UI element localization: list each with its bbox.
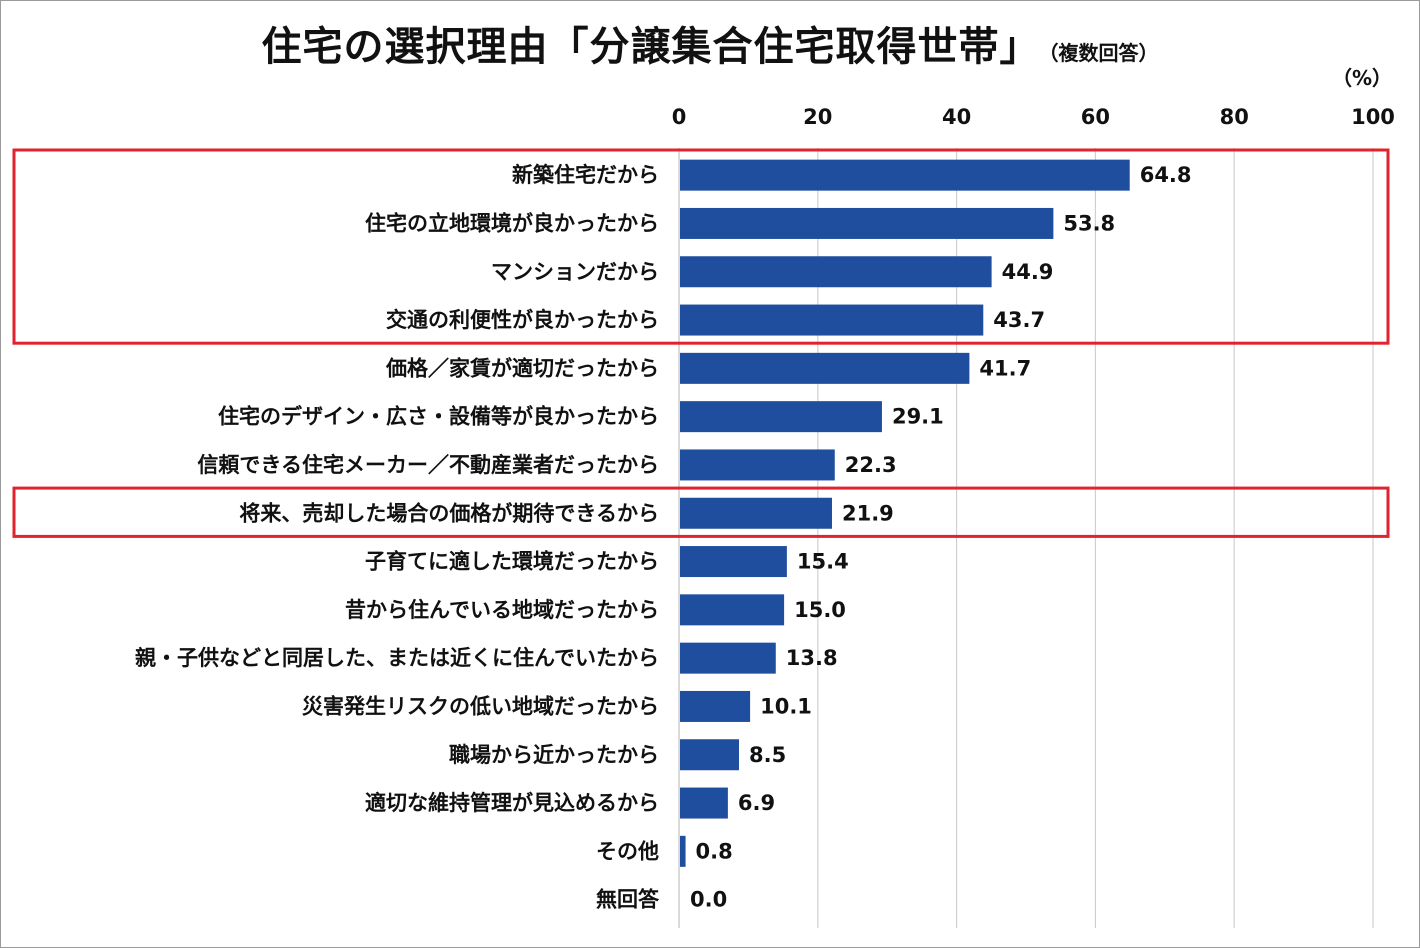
category-label: 災害発生リスクの低い地域だったから	[302, 694, 659, 718]
category-label: 親・子供などと同居した、または近くに住んでいたから	[135, 646, 659, 670]
value-label: 13.8	[786, 646, 838, 670]
category-label: 無回答	[596, 888, 660, 912]
category-label: 昔から住んでいる地域だったから	[345, 598, 659, 622]
category-label: 将来、売却した場合の価格が期待できるから	[239, 501, 659, 525]
highlight-box-2	[12, 486, 1390, 538]
category-label: 住宅の立地環境が良かったから	[365, 211, 659, 235]
x-tick-label-20: 20	[803, 105, 832, 129]
bar	[680, 497, 832, 529]
category-label: 価格／家賃が適切だったから	[385, 356, 659, 380]
unit-label: （%）	[1331, 66, 1392, 90]
category-label: 信頼できる住宅メーカー／不動産業者だったから	[197, 453, 659, 477]
value-label: 64.8	[1140, 163, 1192, 187]
category-label: 交通の利便性が良かったから	[386, 308, 659, 332]
bar	[680, 594, 785, 626]
x-tick-label-100: 100	[1351, 105, 1395, 129]
x-tick-label-40: 40	[942, 105, 971, 129]
category-label: 適切な維持管理が見込めるから	[365, 791, 659, 815]
bar	[680, 546, 787, 578]
x-tick-label-0: 0	[672, 105, 687, 129]
value-label: 6.9	[738, 791, 775, 815]
value-label: 43.7	[993, 308, 1045, 332]
bar	[680, 207, 1054, 239]
category-label: 住宅のデザイン・広さ・設備等が良かったから	[218, 405, 659, 429]
x-tick-label-60: 60	[1081, 105, 1110, 129]
value-label: 53.8	[1063, 211, 1115, 235]
category-label: 新築住宅だから	[512, 163, 659, 187]
chart-title-block: 住宅の選択理由「分譲集合住宅取得世帯」 （複数回答）	[0, 14, 1420, 72]
bar	[680, 352, 970, 384]
chart-title: 住宅の選択理由「分譲集合住宅取得世帯」	[261, 24, 1041, 70]
value-label: 29.1	[892, 405, 944, 429]
highlight-box-1	[12, 148, 1390, 345]
value-label: 44.9	[1002, 260, 1054, 284]
value-label: 0.8	[696, 839, 733, 863]
bar	[680, 739, 739, 771]
category-label: その他	[596, 839, 659, 863]
bar	[680, 304, 984, 336]
value-label: 21.9	[842, 501, 894, 525]
bar	[680, 449, 835, 481]
value-label: 0.0	[690, 888, 727, 912]
category-label: 子育てに適した環境だったから	[365, 550, 659, 574]
chart-subtitle: （複数回答）	[1048, 41, 1159, 65]
value-label: 22.3	[845, 453, 897, 477]
value-label: 41.7	[979, 356, 1031, 380]
value-label: 15.0	[794, 598, 846, 622]
category-label: 職場から近かったから	[449, 743, 659, 767]
bar	[680, 787, 728, 819]
x-tick-label-80: 80	[1220, 105, 1249, 129]
category-label: マンションだから	[491, 260, 659, 284]
value-label: 15.4	[797, 550, 849, 574]
value-label: 8.5	[749, 743, 786, 767]
bar	[680, 642, 776, 674]
bar	[680, 690, 751, 722]
bar	[680, 401, 882, 433]
bar	[680, 835, 686, 867]
value-label: 10.1	[760, 694, 812, 718]
bar	[680, 256, 992, 288]
bar	[680, 159, 1130, 191]
